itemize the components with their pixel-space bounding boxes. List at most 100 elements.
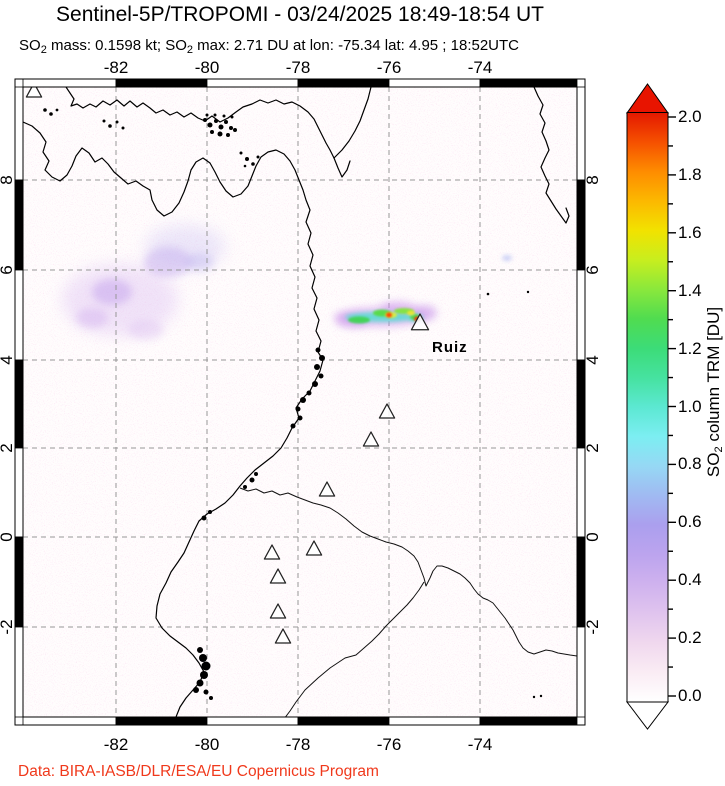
lat-tick-label-left: 4 (0, 340, 16, 380)
island-blot (290, 423, 296, 429)
colorbar-title-text: SO (704, 452, 723, 478)
island-blot (295, 406, 301, 412)
frame-band-segment (14, 536, 24, 628)
island-blot (254, 472, 258, 476)
lat-tick-label-left: 2 (0, 428, 16, 468)
colorbar-tick-label: 1.2 (678, 338, 702, 358)
frame-band-segment (479, 78, 578, 88)
lon-tick-label-bottom: -78 (285, 735, 311, 754)
lat-tick-label-right: 6 (583, 265, 602, 275)
island-blot (203, 689, 209, 695)
so2-smudge-blob (76, 308, 108, 328)
island-blot (229, 126, 233, 130)
island-blot (314, 364, 320, 370)
frame-band-segment (14, 86, 24, 181)
figure-subtitle: SO2 mass: 0.1598 kt; SO2 max: 2.71 DU at… (19, 37, 519, 56)
islands-and-coastal-blots (43, 108, 543, 700)
colorbar-tick-label: 0.2 (678, 628, 702, 648)
lon-tick-label-top: -80 (194, 58, 220, 77)
island-blot (249, 477, 255, 483)
colorbar-over-range-arrow (626, 83, 669, 114)
island-blot (243, 164, 247, 168)
so2-faint-smudges (62, 225, 512, 340)
island-blot (214, 119, 218, 123)
coastline-path-pacific (23, 121, 324, 717)
lat-tick-label-left: 8 (0, 160, 16, 200)
island-blot (43, 108, 47, 112)
volcano-marker (318, 481, 336, 497)
border-path-putumayo (239, 487, 577, 657)
lat-tick-label-left: -2 (0, 619, 16, 635)
island-blot (226, 133, 230, 137)
island-blot (306, 390, 312, 396)
colorbar-title-text: column TRM [DU] (704, 306, 723, 447)
frame-band-segment (297, 716, 390, 726)
island-blot (297, 415, 303, 421)
island-blot (243, 485, 247, 489)
so2-plume-blob (407, 310, 415, 316)
frame-band-segment (206, 78, 299, 88)
island-blot (532, 695, 536, 699)
colorbar-ticks (668, 116, 676, 697)
island-blot (108, 124, 112, 128)
volcano-marker (410, 313, 430, 331)
colorbar-tick-label: 0.0 (678, 686, 702, 705)
coastline-path-caribbean (65, 87, 335, 159)
frame-band-segment (297, 78, 390, 88)
lat-tick-label-left: 0 (0, 517, 16, 557)
volcano-marker (25, 87, 43, 98)
lat-tick-label-right: 0 (583, 532, 602, 542)
island-blot (245, 157, 249, 161)
frame-band-segment (479, 716, 578, 726)
colorbar-tick-label: 2.0 (678, 107, 702, 126)
frame-band-segment (115, 716, 208, 726)
island-blot (222, 114, 226, 118)
volcano-marker (305, 540, 323, 556)
volcano-marker (269, 568, 287, 584)
island-blot (102, 119, 106, 123)
island-blot (201, 515, 207, 521)
island-blot (217, 131, 223, 137)
frame-band-segment (576, 269, 586, 361)
lat-tick-label-right: 4 (583, 355, 602, 365)
data-credit-footer: Data: BIRA-IASB/DLR/ESA/EU Copernicus Pr… (18, 763, 379, 780)
colorbar-title: SO2 column TRM [DU] (703, 242, 725, 542)
island-blot (256, 155, 260, 159)
coastline-path-uraba-gulf (333, 157, 351, 178)
island-blot (197, 647, 203, 653)
island-blot (251, 162, 255, 166)
frame-band-segment (14, 269, 24, 361)
lon-tick-label-top: -82 (103, 58, 129, 77)
coastlines (23, 87, 570, 717)
colorbar-tick-label: 1.6 (678, 222, 702, 242)
island-blot (230, 115, 234, 119)
island-blot (200, 671, 208, 679)
volcano-marker (269, 603, 287, 619)
frame-band-segment (14, 179, 24, 271)
frame-band-segment (576, 179, 586, 271)
frame-band-segment (206, 716, 299, 726)
so2-smudge-blob (92, 279, 132, 305)
frame-band-segment (14, 359, 24, 449)
lon-tick-label-bottom: -74 (467, 735, 493, 754)
colorbar-gradient-bar (626, 112, 669, 703)
island-blot (210, 130, 214, 134)
frame-band-segment (388, 716, 481, 726)
so2-smudge-blob (128, 320, 164, 340)
island-blot (121, 126, 125, 130)
frame-band-segment (576, 447, 586, 538)
island-blot (526, 290, 530, 294)
frame-band-segment (115, 78, 208, 88)
subtitle-text: SO (19, 37, 41, 54)
island-blot (315, 347, 321, 353)
island-blot (207, 122, 213, 128)
colorbar-tick-label: 0.4 (678, 570, 702, 590)
island-blot (312, 381, 318, 387)
coastline-path-venezuela (533, 87, 570, 224)
island-blot (218, 124, 224, 130)
so2-smudge-blob (502, 255, 512, 261)
colorbar-title-subscript: 2 (713, 446, 725, 453)
lat-tick-label-right: 2 (583, 443, 602, 453)
